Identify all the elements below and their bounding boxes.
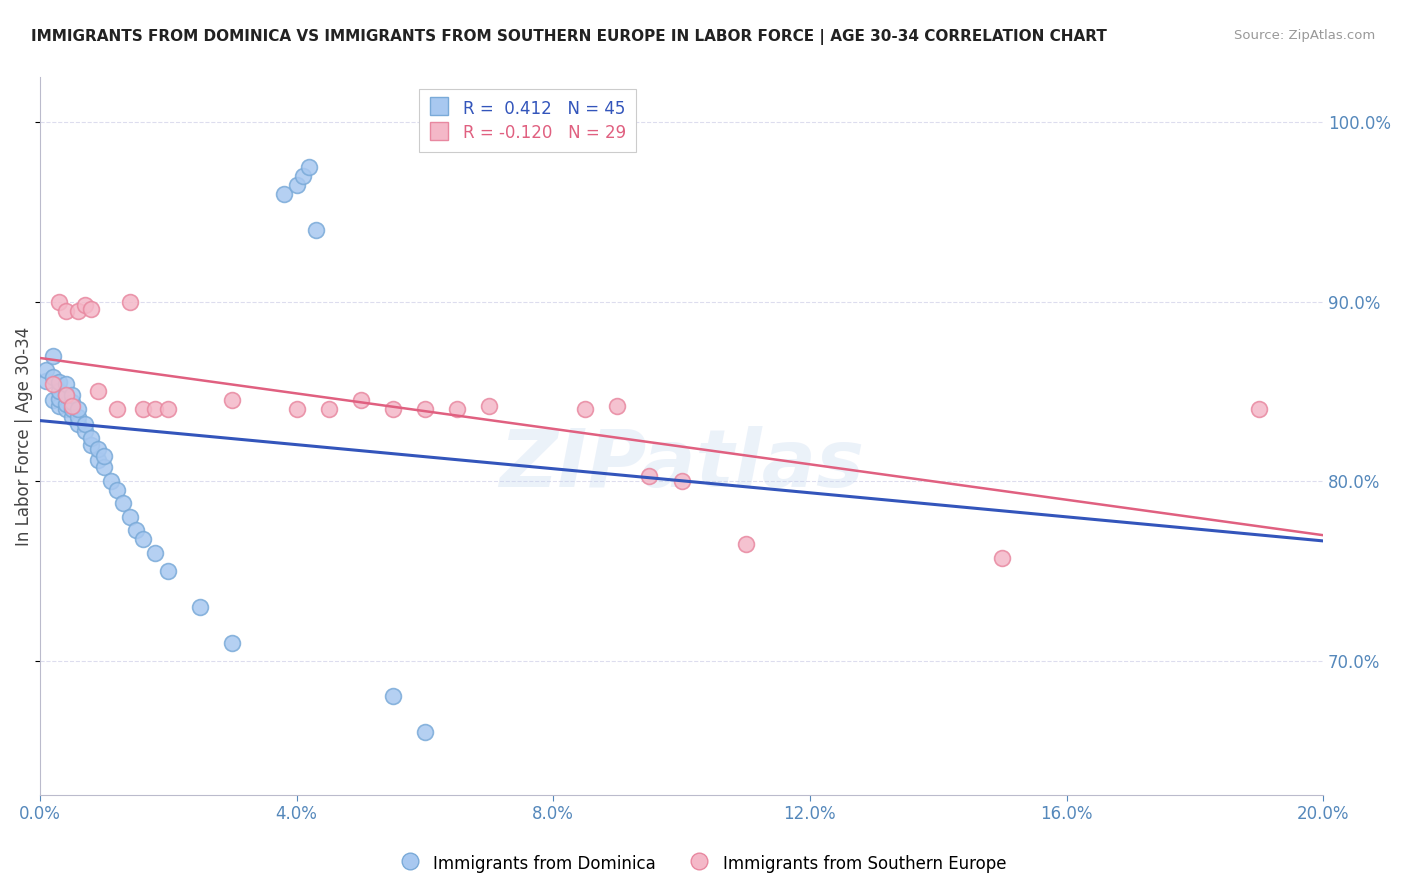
Point bbox=[381, 402, 404, 417]
Point bbox=[86, 384, 108, 399]
Point bbox=[86, 452, 108, 467]
Point bbox=[292, 169, 315, 183]
Point bbox=[991, 551, 1014, 566]
Point bbox=[42, 370, 65, 384]
Point bbox=[93, 449, 115, 463]
Point bbox=[60, 409, 83, 424]
Legend: R =  0.412   N = 45, R = -0.120   N = 29: R = 0.412 N = 45, R = -0.120 N = 29 bbox=[419, 89, 636, 153]
Point bbox=[145, 546, 167, 560]
Point bbox=[381, 690, 404, 704]
Point bbox=[446, 402, 468, 417]
Point bbox=[157, 402, 180, 417]
Point bbox=[221, 393, 243, 408]
Point bbox=[413, 725, 436, 739]
Point bbox=[73, 298, 96, 312]
Point bbox=[298, 160, 321, 174]
Point bbox=[145, 402, 167, 417]
Point bbox=[105, 483, 128, 497]
Point bbox=[1247, 402, 1270, 417]
Point bbox=[60, 395, 83, 409]
Point bbox=[73, 417, 96, 431]
Point bbox=[734, 537, 756, 551]
Point bbox=[285, 178, 308, 192]
Point bbox=[305, 223, 328, 237]
Point bbox=[273, 187, 295, 202]
Point bbox=[48, 294, 70, 309]
Y-axis label: In Labor Force | Age 30-34: In Labor Force | Age 30-34 bbox=[15, 326, 32, 546]
Point bbox=[55, 397, 77, 411]
Text: Source: ZipAtlas.com: Source: ZipAtlas.com bbox=[1234, 29, 1375, 42]
Point bbox=[55, 388, 77, 402]
Point bbox=[125, 523, 148, 537]
Point bbox=[48, 376, 70, 390]
Point bbox=[55, 303, 77, 318]
Point bbox=[48, 399, 70, 413]
Point bbox=[60, 402, 83, 417]
Point bbox=[413, 402, 436, 417]
Point bbox=[67, 303, 90, 318]
Point bbox=[67, 402, 90, 417]
Point bbox=[100, 474, 122, 488]
Point bbox=[73, 424, 96, 438]
Point bbox=[67, 417, 90, 431]
Point bbox=[60, 388, 83, 402]
Point bbox=[157, 564, 180, 578]
Point bbox=[190, 599, 212, 614]
Point bbox=[35, 363, 58, 377]
Text: ZIPatlas: ZIPatlas bbox=[499, 426, 865, 504]
Point bbox=[574, 402, 596, 417]
Point bbox=[671, 474, 693, 488]
Point bbox=[606, 399, 628, 413]
Point bbox=[86, 442, 108, 456]
Point bbox=[60, 399, 83, 413]
Point bbox=[638, 468, 661, 483]
Point bbox=[131, 402, 153, 417]
Point bbox=[80, 438, 103, 452]
Point bbox=[55, 402, 77, 417]
Point bbox=[67, 409, 90, 424]
Point bbox=[131, 532, 153, 546]
Point bbox=[350, 393, 373, 408]
Point bbox=[93, 459, 115, 474]
Point bbox=[105, 402, 128, 417]
Point bbox=[55, 388, 77, 402]
Point bbox=[48, 384, 70, 399]
Point bbox=[35, 374, 58, 388]
Point bbox=[42, 349, 65, 363]
Point bbox=[80, 301, 103, 316]
Point bbox=[48, 392, 70, 406]
Point bbox=[118, 294, 141, 309]
Point bbox=[112, 495, 135, 509]
Point bbox=[118, 510, 141, 524]
Point bbox=[221, 635, 243, 649]
Point bbox=[42, 377, 65, 392]
Legend: Immigrants from Dominica, Immigrants from Southern Europe: Immigrants from Dominica, Immigrants fro… bbox=[394, 847, 1012, 880]
Point bbox=[55, 377, 77, 392]
Point bbox=[318, 402, 340, 417]
Point bbox=[285, 402, 308, 417]
Text: IMMIGRANTS FROM DOMINICA VS IMMIGRANTS FROM SOUTHERN EUROPE IN LABOR FORCE | AGE: IMMIGRANTS FROM DOMINICA VS IMMIGRANTS F… bbox=[31, 29, 1107, 45]
Point bbox=[80, 431, 103, 445]
Point bbox=[42, 393, 65, 408]
Point bbox=[478, 399, 501, 413]
